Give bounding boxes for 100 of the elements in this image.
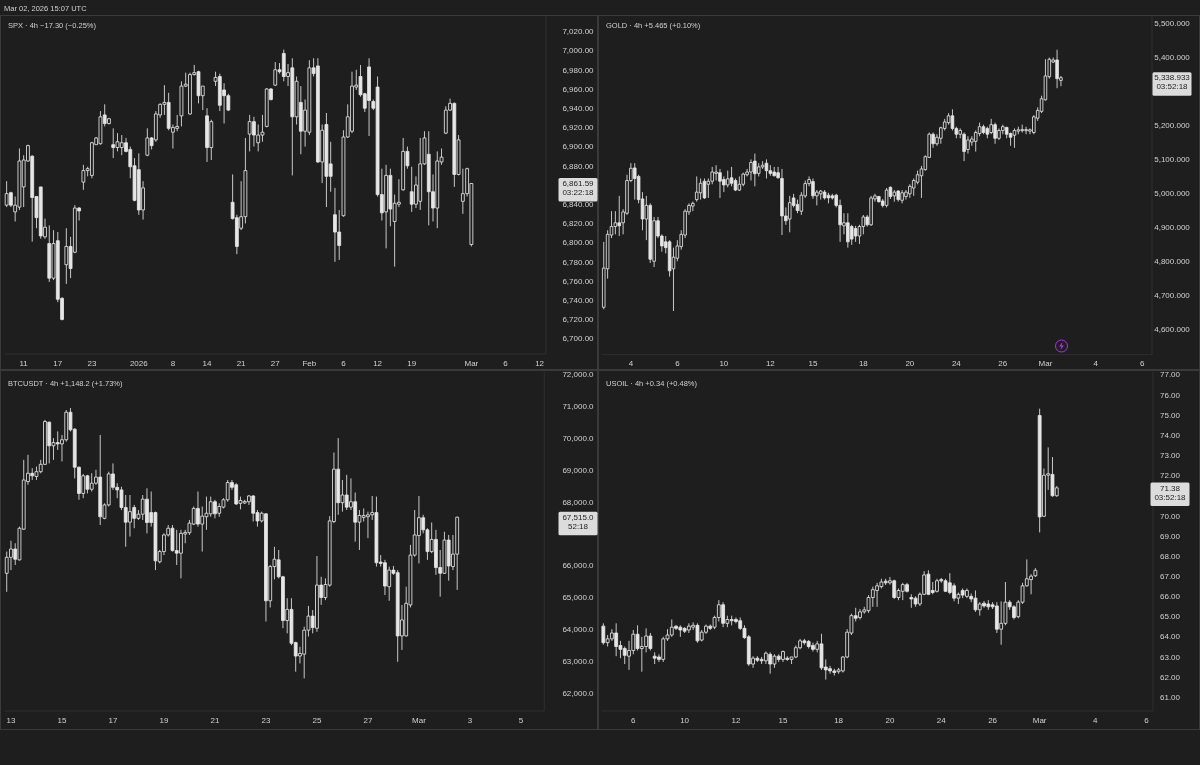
y-tick-label: 76.00 [1159,390,1181,400]
x-tick-label: 6 [1140,359,1146,369]
y-tick-label: 4,700.000 [1154,291,1191,301]
candlestick [913,595,918,608]
x-tick-label: 12 [535,358,545,368]
candlestick [832,668,837,676]
candlestick [145,487,149,534]
y-tick-label: 70.00 [1159,511,1181,521]
candlestick [1024,126,1028,135]
candlestick [47,421,52,464]
candlestick [981,124,986,135]
x-tick-label: 12 [765,359,776,369]
candlestick [333,187,337,263]
candlestick [729,166,734,187]
candlestick [395,569,400,663]
y-tick-label: 74.00 [1159,430,1181,440]
x-tick-label: 10 [719,359,729,369]
y-tick-label: 72,000.0 [562,369,595,379]
x-tick-label: 10 [680,716,690,726]
y-tick-label: 6,820.00 [562,219,595,229]
candlestick [98,434,103,526]
candlestick [4,180,9,208]
x-tick-label: 15 [57,716,67,726]
candlestick [875,582,879,608]
candlestick [632,162,637,201]
x-tick-label: 21 [236,358,247,368]
candlestick [1012,604,1016,620]
candlestick [759,656,764,665]
candlestick [965,588,969,599]
x-tick-label: 6 [341,358,347,368]
candlestick [826,192,831,204]
x-tick-label: 15 [808,359,818,369]
x-tick-label: 17 [53,358,63,368]
x-tick-label: 4 [628,359,634,369]
y-tick-label: 5,400.000 [1154,52,1191,62]
x-tick-label: 6 [631,716,637,726]
y-tick-label: 62.00 [1159,672,1181,682]
x-tick-label: 2026 [129,358,149,368]
candlestick [417,495,421,564]
candlestick [81,164,86,191]
candlestick [136,152,141,216]
candlestick [409,166,414,213]
y-tick-label: 6,780.00 [562,257,595,267]
y-tick-label: 65.00 [1159,612,1181,622]
x-tick-label: 18 [858,359,869,369]
x-tick-label: 5 [518,716,524,726]
candlestick [858,608,862,620]
candlestick [691,201,695,212]
x-tick-label: 20 [905,359,915,369]
candlestick [869,195,873,227]
x-tick-label: 25 [312,716,322,726]
candlestick [281,49,286,82]
y-tick-label: 4,800.000 [1154,257,1191,267]
x-tick-label: 17 [108,716,118,726]
candlestick [781,650,785,663]
y-tick-label: 6,980.00 [562,65,595,75]
text: 6,861.59 03:22:18 [562,179,595,198]
candlestick [721,601,725,628]
y-tick-label: 71,000.0 [562,401,595,411]
candlestick [993,122,997,145]
candlestick [718,168,722,199]
candlestick [64,227,69,285]
x-tick-label: 23 [261,716,271,726]
x-tick-label: 26 [998,359,1008,369]
y-tick-label: 66.00 [1159,592,1181,602]
candlestick [145,127,150,157]
y-tick-label: 6,960.00 [562,84,595,94]
y-tick-label: 73.00 [1159,451,1181,461]
y-tick-label: 67.00 [1159,571,1181,581]
y-tick-label: 65,000.0 [562,593,595,603]
x-tick-label: 26 [988,716,998,726]
x-tick-label: 20 [885,716,895,726]
candlestick [1055,49,1059,89]
candlestick [780,168,784,236]
candlestick [1020,124,1024,133]
candlestick [47,224,52,283]
candlestick [818,189,823,201]
y-tick-label: 6,900.00 [562,142,595,152]
candlestick [926,569,931,596]
candlestick [729,615,734,626]
candlestick [455,516,460,591]
candlestick [446,534,451,582]
candlestick [884,187,889,208]
x-tick-label: 11 [19,358,29,368]
candlestick [909,593,914,609]
y-tick-label: 5,000.000 [1154,188,1191,198]
candlestick [205,107,209,163]
candlestick [702,178,707,200]
candlestick [883,578,888,586]
candlestick [678,624,683,638]
candlestick [973,590,978,613]
y-tick-label: 63.00 [1159,652,1181,662]
y-tick-label: 77.00 [1159,370,1181,380]
candlestick [315,555,319,633]
x-tick-label: 23 [87,358,97,368]
candlestick [811,642,815,652]
candlestick [374,496,379,568]
y-tick-label: 6,720.00 [562,315,595,325]
candlestick [900,189,904,204]
x-tick-label: 27 [270,358,281,368]
